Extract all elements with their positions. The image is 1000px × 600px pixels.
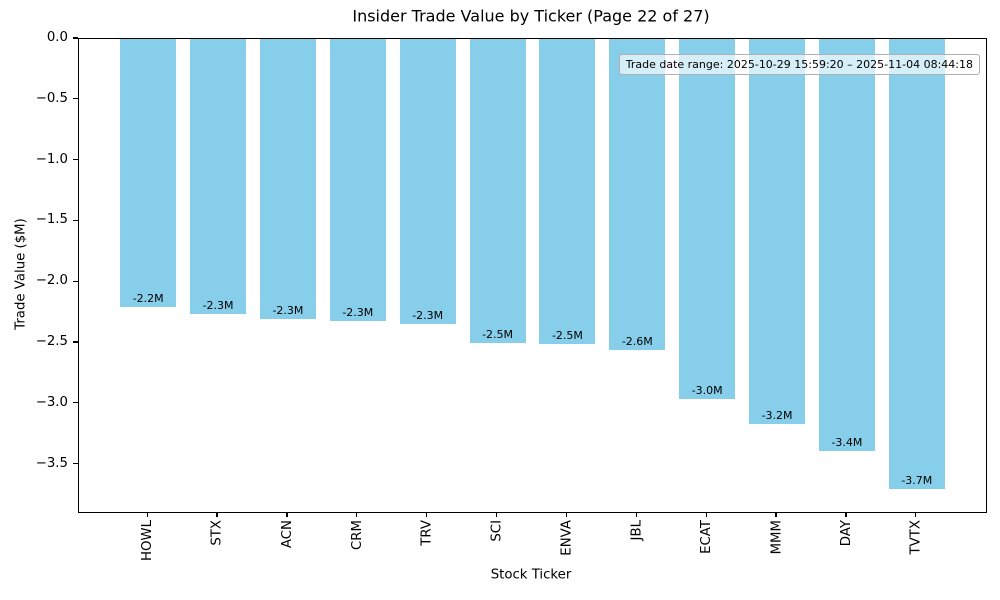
xtick-label-text: ENVA — [559, 520, 575, 556]
ytick-label-2: −1.0 — [35, 151, 68, 167]
bar-jbl — [609, 39, 666, 351]
ytick-label-3: −1.5 — [35, 212, 68, 228]
ytick-mark-2 — [73, 158, 78, 161]
xtick-label-text: ACN — [279, 520, 295, 549]
xtick-label-text: JBL — [629, 520, 645, 541]
bar-tvtx — [888, 39, 945, 489]
ytick-label-6: −3.0 — [35, 394, 68, 410]
ytick-label-1: −0.5 — [35, 90, 68, 106]
ytick-label-5: −2.5 — [35, 333, 68, 349]
bar-value-label-day: -3.4M — [831, 436, 863, 450]
bar-value-label-mmm: -3.2M — [761, 409, 793, 423]
bar-sci — [469, 39, 526, 343]
ytick-mark-0 — [73, 37, 78, 39]
xtick-label-text: CRM — [349, 520, 365, 550]
bar-ecat — [679, 39, 736, 399]
xtick-label-text: HOWL — [140, 520, 156, 562]
bar-value-label-howl: -2.2M — [132, 291, 164, 305]
bar-value-label-tvtx: -3.7M — [901, 473, 933, 487]
ytick-label-4: −2.0 — [35, 273, 68, 289]
xtick-mark-stx — [216, 512, 218, 517]
xtick-mark-howl — [146, 512, 148, 517]
xtick-mark-tvtx — [915, 512, 917, 517]
bar-value-label-jbl: -2.6M — [621, 335, 653, 349]
bar-day — [818, 39, 875, 452]
date-range-annotation: Trade date range: 2025-10-29 15:59:20 – … — [618, 54, 980, 75]
bar-enva — [539, 39, 596, 345]
x-axis-label: Stock Ticker — [490, 567, 572, 583]
bar-value-label-sci: -2.5M — [482, 327, 514, 341]
xtick-mark-sci — [495, 512, 498, 517]
xtick-mark-trv — [426, 512, 428, 517]
bar-value-label-ecat: -3.0M — [691, 383, 723, 397]
xtick-mark-day — [845, 512, 847, 517]
bar-value-label-stx: -2.3M — [202, 298, 234, 312]
xtick-mark-enva — [565, 512, 568, 517]
xtick-label-text: STX — [210, 520, 226, 546]
ytick-mark-4 — [73, 280, 78, 282]
bar-value-label-crm: -2.3M — [342, 306, 374, 320]
bar-howl — [120, 39, 177, 307]
xtick-label-text: MMM — [769, 520, 785, 555]
bar-acn — [259, 39, 316, 319]
xtick-mark-acn — [286, 512, 288, 517]
ytick-mark-6 — [73, 402, 78, 404]
bar-crm — [329, 39, 386, 322]
xtick-label-text: ECAT — [699, 520, 715, 554]
bar-value-label-trv: -2.3M — [412, 308, 444, 322]
chart-title: Insider Trade Value by Ticker (Page 22 o… — [352, 6, 710, 26]
bar-stx — [190, 39, 246, 314]
ytick-label-0: 0.0 — [46, 30, 68, 45]
ytick-mark-1 — [73, 98, 78, 100]
bar-value-label-enva: -2.5M — [551, 329, 583, 343]
xtick-mark-crm — [356, 512, 358, 517]
xtick-label-text: DAY — [838, 520, 854, 547]
bar-trv — [399, 39, 456, 324]
ytick-mark-5 — [73, 341, 78, 343]
xtick-label-text: TVTX — [908, 520, 924, 555]
xtick-label-text: SCI — [489, 520, 505, 542]
ytick-mark-3 — [73, 219, 78, 221]
xtick-mark-jbl — [635, 512, 637, 517]
xtick-mark-mmm — [775, 512, 777, 517]
bar-value-label-acn: -2.3M — [272, 303, 304, 317]
ytick-label-7: −3.5 — [35, 455, 68, 471]
bar-mmm — [749, 39, 805, 425]
plot-area: -2.2M -2.3M -2.3M -2.3M -2.3M -2.5M -2.5M -2.6M… — [78, 38, 987, 513]
xtick-label-text: TRV — [419, 520, 435, 546]
xtick-mark-ecat — [705, 512, 707, 517]
ytick-mark-7 — [73, 462, 78, 465]
